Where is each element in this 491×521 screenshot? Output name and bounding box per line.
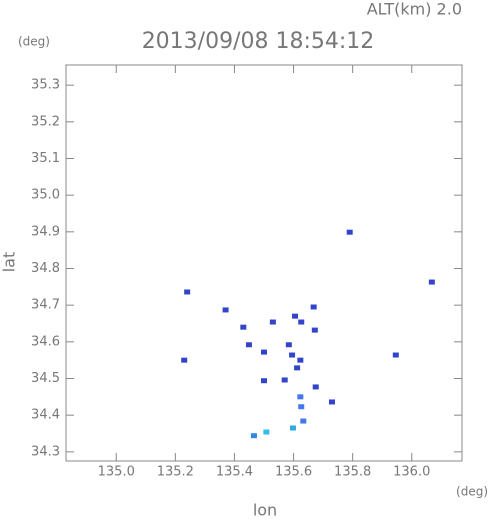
echo-point (298, 319, 305, 325)
echo-point (289, 425, 296, 431)
echo-point (428, 279, 435, 285)
y-tick-label: 35.2 (31, 114, 60, 129)
echo-point (245, 342, 252, 348)
echo-point (311, 327, 318, 333)
x-tick-label: 135.6 (275, 465, 312, 480)
y-tick-label: 34.3 (31, 444, 60, 459)
echo-point (310, 304, 317, 310)
y-tick-label: 35.1 (31, 151, 60, 166)
y-tick-label: 34.9 (31, 224, 60, 239)
echo-point (328, 399, 335, 405)
echo-point (285, 342, 292, 348)
echo-point (250, 433, 257, 439)
echo-point (269, 319, 276, 325)
echo-point (392, 352, 399, 358)
echo-point (312, 384, 319, 390)
x-tick-label: 135.8 (334, 465, 371, 480)
echo-point (181, 357, 188, 363)
x-tick-label: 135.4 (216, 465, 253, 480)
y-tick-label: 34.6 (31, 334, 60, 349)
y-tick-label: 35.0 (31, 188, 60, 203)
echo-point (300, 418, 307, 424)
echo-point (294, 365, 301, 371)
y-tick-label: 34.5 (31, 371, 60, 386)
y-axis-label: lat (0, 252, 19, 273)
chart-title: 2013/09/08 18:54:12 (142, 29, 375, 54)
echo-point (281, 377, 288, 383)
altitude-label: ALT(km) 2.0 (367, 0, 462, 19)
echo-point (263, 429, 270, 435)
y-tick-label: 34.4 (31, 408, 60, 423)
echo-point (261, 378, 267, 384)
x-tick-label: 135.2 (157, 465, 194, 480)
y-tick-label: 34.7 (31, 298, 60, 313)
echo-point (292, 313, 299, 319)
y-unit: (deg) (18, 35, 50, 49)
echo-point (184, 289, 191, 295)
plot-frame (65, 64, 463, 462)
x-tick-label: 135.0 (98, 465, 135, 480)
echo-point (346, 229, 353, 235)
echo-point (297, 394, 304, 400)
echo-point (298, 404, 305, 410)
echo-point (261, 349, 267, 355)
y-tick-label: 34.8 (31, 261, 60, 276)
x-axis-label: lon (253, 501, 277, 520)
echo-point (289, 352, 296, 358)
x-unit: (deg) (456, 485, 488, 499)
echo-point (240, 324, 247, 330)
y-tick-label: 35.3 (31, 78, 60, 93)
echo-point (297, 357, 304, 363)
echo-point (222, 307, 229, 313)
x-tick-label: 136.0 (393, 465, 430, 480)
